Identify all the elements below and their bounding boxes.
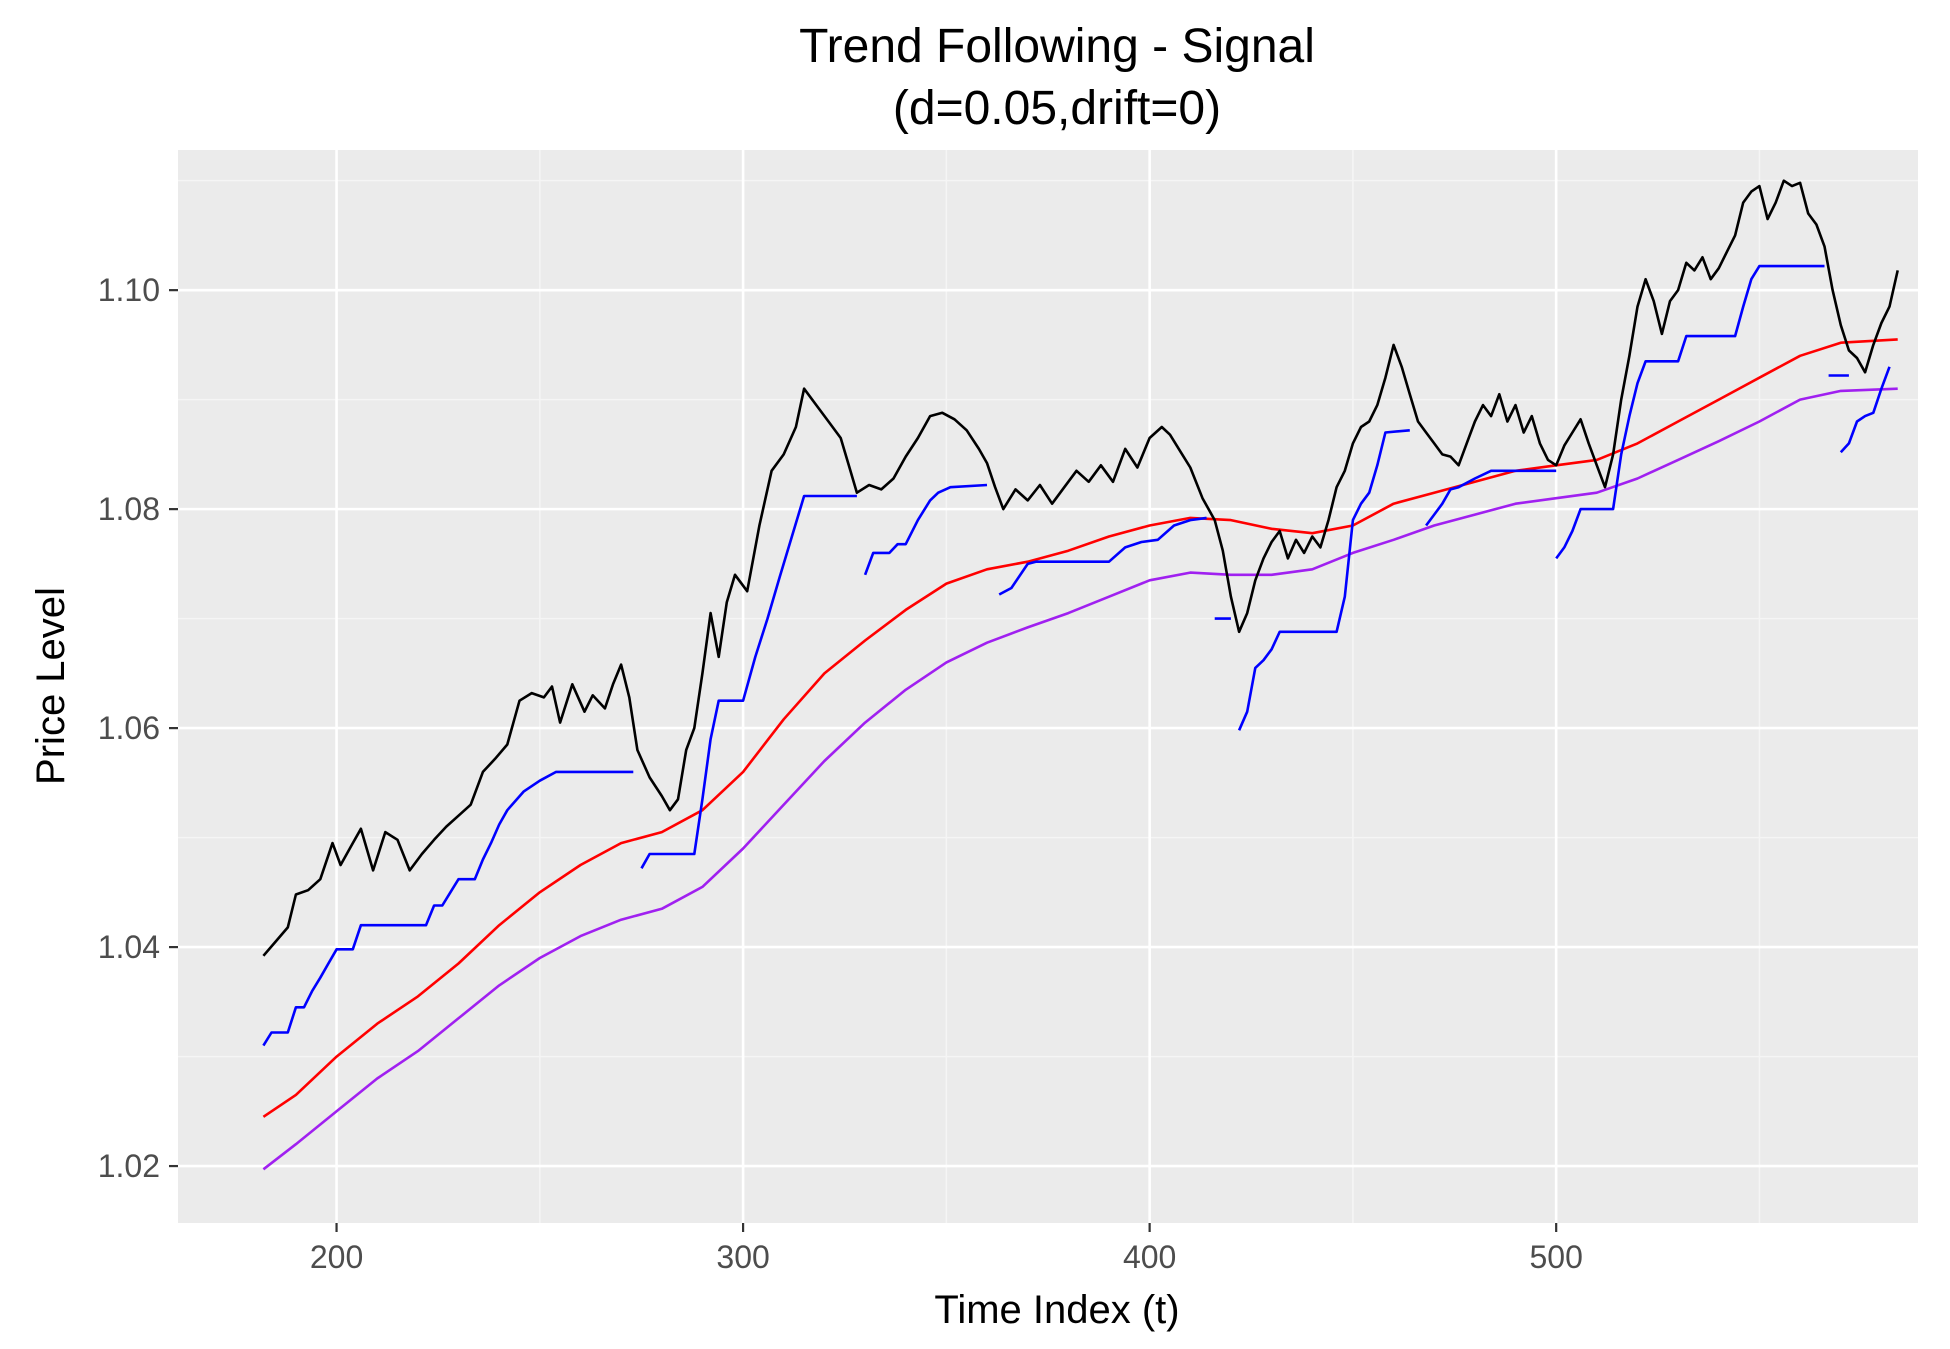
series-line-signal-segment [1237,429,1410,731]
y-tick-label: 1.02 [98,1148,160,1184]
series-line-signal-segment [262,770,634,1047]
x-tick-label: 200 [310,1239,363,1275]
series-line-price [262,179,1899,957]
x-axis: 200 300 400 500 [310,1223,1583,1275]
x-tick-label: 300 [716,1239,769,1275]
y-axis: 1.02 1.04 1.06 1.08 1.10 [98,272,178,1184]
series-price [262,179,1899,957]
series-ma_slow [262,387,1898,1171]
x-tick-label: 400 [1123,1239,1176,1275]
series-line-signal-segment [1425,469,1557,527]
series-line-ma_slow [262,387,1898,1171]
series-line-signal-segment [1555,264,1825,560]
grid-minor [178,150,1918,1223]
y-tick-label: 1.10 [98,272,160,308]
y-tick-label: 1.04 [98,929,160,965]
series-line-ma_fast [262,338,1898,1118]
series-ma_fast [262,338,1898,1118]
chart-title: Trend Following - Signal [799,20,1315,73]
series-line-signal-segment [998,516,1207,596]
plot-panel [178,150,1918,1223]
series-line-signal-segment [863,483,988,576]
x-axis-title: Time Index (t) [934,1288,1179,1332]
series-line-signal-segment [640,494,857,869]
chart-subtitle: (d=0.05,drift=0) [893,82,1221,135]
y-tick-label: 1.06 [98,710,160,746]
series-signal [262,264,1891,1047]
y-tick-label: 1.08 [98,491,160,527]
series-line-signal-segment [1839,366,1891,454]
grid-major [178,150,1918,1223]
series-layer [262,179,1899,1171]
x-tick-label: 500 [1529,1239,1582,1275]
y-axis-title: Price Level [29,587,73,785]
